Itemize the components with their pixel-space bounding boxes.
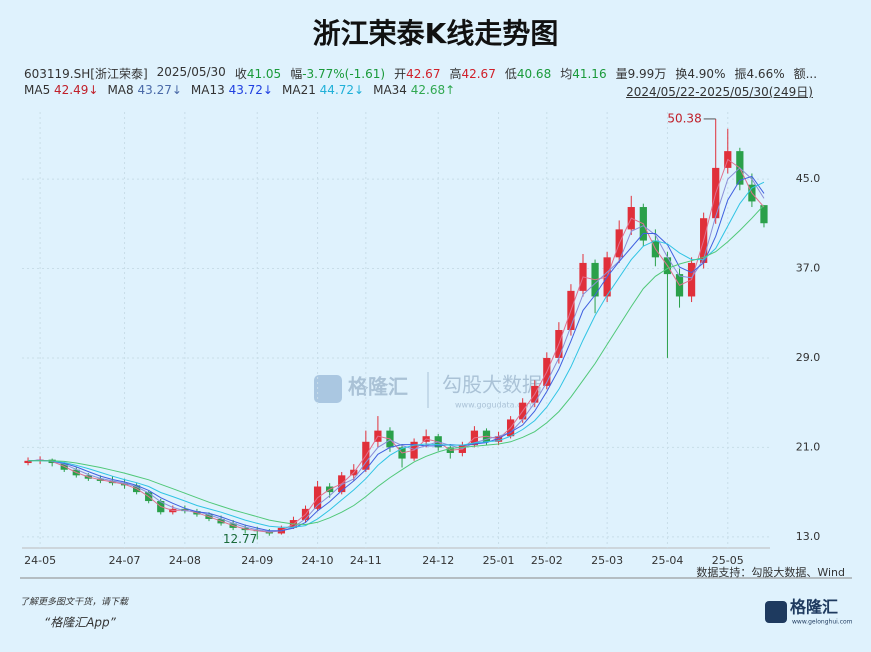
x-tick-label: 25-04 xyxy=(651,554,683,567)
x-tick-label: 24-10 xyxy=(302,554,334,567)
date-range: 2024/05/22-2025/05/30(249日) xyxy=(626,85,813,99)
legend-item: MA8 43.27↓ xyxy=(107,83,181,97)
ma-line xyxy=(27,167,765,533)
x-tick-label: 24-11 xyxy=(350,554,382,567)
candle-body xyxy=(24,460,32,464)
y-tick-label: 29.0 xyxy=(796,351,821,364)
high-label: 50.38 xyxy=(667,111,701,125)
x-tick-label: 24-05 xyxy=(24,554,56,567)
legend-value: 43.27↓ xyxy=(137,83,182,97)
watermark-url: www.gogudata.com xyxy=(455,401,534,410)
low-label: 12.77 xyxy=(223,532,257,546)
info-label: 高 xyxy=(449,67,462,81)
x-tick-label: 24-07 xyxy=(109,554,141,567)
info-value: 9.99万 xyxy=(627,67,667,81)
legend-value: 42.49↓ xyxy=(54,83,99,97)
watermark-text: 勾股大数据 xyxy=(442,373,542,397)
info-label: 均 xyxy=(560,67,573,81)
info-item: 幅-3.77%(-1.61) xyxy=(290,65,385,82)
info-item: 收41.05 xyxy=(235,65,281,82)
x-tick-label: 25-05 xyxy=(712,554,744,567)
x-tick-label: 24-09 xyxy=(241,554,273,567)
info-item: 开42.67 xyxy=(394,65,440,82)
legend-value: 42.68↑ xyxy=(410,83,456,97)
info-label: 换 xyxy=(675,67,688,81)
info-item: 换4.90% xyxy=(675,65,725,82)
info-item: 量9.99万 xyxy=(616,65,667,82)
ma-line xyxy=(28,204,765,526)
info-item: 额... xyxy=(794,65,817,82)
x-tick-label: 24-08 xyxy=(169,554,201,567)
info-value: 42.67 xyxy=(406,67,441,81)
info-label: 开 xyxy=(394,67,407,81)
logo-url: www.gelonghui.com xyxy=(792,619,853,626)
info-item: 振4.66% xyxy=(734,65,784,82)
legend-name: MA21 xyxy=(282,83,316,97)
ma-line xyxy=(28,181,765,528)
info-item: 高42.67 xyxy=(449,65,495,82)
legend-item: MA34 42.68↑ xyxy=(373,83,455,97)
info-value: 41.16 xyxy=(572,67,607,81)
legend-value: 43.72↓ xyxy=(228,83,273,97)
x-tick-label: 25-01 xyxy=(483,554,515,567)
y-tick-label: 37.0 xyxy=(796,262,821,275)
info-label: 额... xyxy=(793,67,818,81)
info-item: 603119.SH[浙江荣泰] xyxy=(24,65,148,82)
ma-line xyxy=(27,158,765,533)
legend-name: MA13 xyxy=(190,83,225,97)
y-tick-label: 13.0 xyxy=(796,530,821,543)
info-value: 4.66% xyxy=(746,67,785,81)
legend-value: 44.72↓ xyxy=(319,83,365,97)
legend-item: MA13 43.72↓ xyxy=(191,83,273,97)
y-tick-label: 45.0 xyxy=(796,172,821,185)
info-label: 振 xyxy=(734,67,747,81)
info-value: 4.90% xyxy=(687,67,726,81)
footer-app: “格隆汇App” xyxy=(44,616,117,630)
y-tick-label: 21.0 xyxy=(796,440,821,453)
watermark-icon xyxy=(314,375,342,403)
info-label: 幅 xyxy=(290,67,303,81)
footer-text: 了解更多图文干货，请下载 xyxy=(20,597,129,608)
x-tick-label: 24-12 xyxy=(422,554,454,567)
logo: 格隆汇 xyxy=(790,598,838,617)
info-item: 2025/05/30 xyxy=(157,65,226,82)
info-item: 低40.68 xyxy=(505,65,551,82)
x-tick-label: 25-03 xyxy=(591,554,623,567)
info-label: 低 xyxy=(504,67,517,81)
ma-legend: MA5 42.49↓ MA8 43.27↓ MA13 43.72↓ MA21 44.7… xyxy=(24,83,455,97)
candle-body xyxy=(760,205,768,224)
info-value: 41.05 xyxy=(246,67,282,81)
info-label: 603119.SH[浙江荣泰] xyxy=(24,67,148,81)
info-label: 收 xyxy=(234,67,247,81)
legend-item: MA5 42.49↓ xyxy=(24,83,98,97)
watermark: 格隆汇 勾股大数据 www.gogudata.com xyxy=(314,372,542,410)
source: 数据支持：勾股大数据、Wind xyxy=(696,565,845,579)
info-item: 均41.16 xyxy=(560,65,606,82)
x-tick-label: 25-02 xyxy=(531,554,563,567)
legend-name: MA8 xyxy=(107,83,134,97)
info-row: 603119.SH[浙江荣泰] 2025/05/30 收41.05 幅-3.77%(-… xyxy=(24,65,817,82)
watermark-text: 格隆汇 xyxy=(348,375,408,399)
legend-item: MA21 44.72↓ xyxy=(282,83,364,97)
candles xyxy=(24,118,768,540)
legend-name: MA34 xyxy=(373,83,407,97)
legend-name: MA5 xyxy=(24,83,51,97)
logo-icon xyxy=(765,601,787,623)
info-value: 40.68 xyxy=(516,67,552,81)
info-value: -3.77%(-1.61) xyxy=(302,67,386,81)
title: 浙江荣泰K线走势图 xyxy=(312,17,559,50)
info-value: 42.67 xyxy=(461,67,496,81)
info-label: 量 xyxy=(615,67,628,81)
info-label: 2025/05/30 xyxy=(156,65,226,79)
ma-line xyxy=(27,175,765,532)
